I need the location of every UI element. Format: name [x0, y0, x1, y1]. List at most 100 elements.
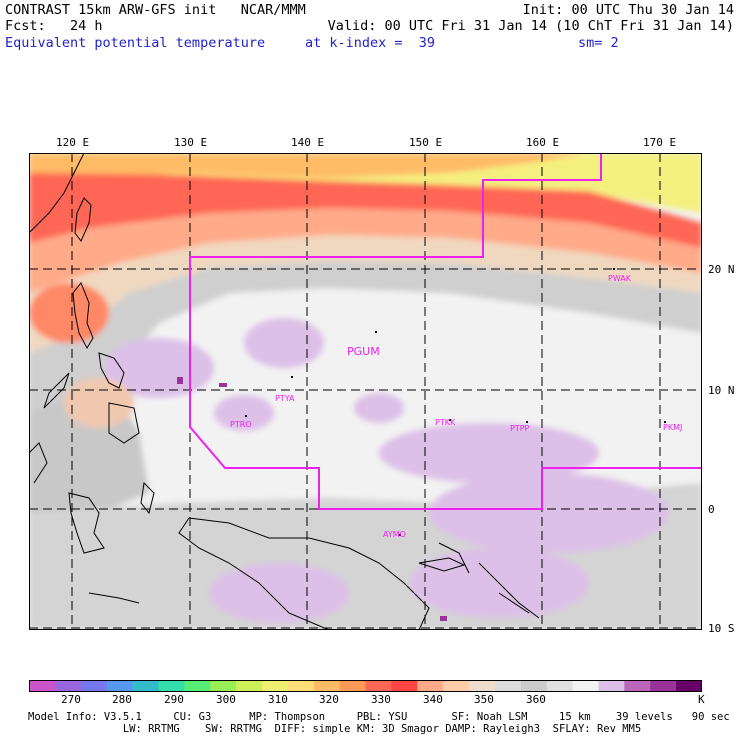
colorbar-swatch — [676, 680, 702, 692]
warm-band-red-top — [29, 173, 702, 248]
colorbar-label-320: 320 — [319, 693, 339, 706]
colorbar — [29, 680, 702, 692]
colorbar-swatch — [391, 680, 418, 692]
lat-lon-grid — [29, 153, 702, 630]
colorbar-swatch — [469, 680, 496, 692]
colorbar-swatch — [158, 680, 185, 692]
colorbar-swatch — [624, 680, 651, 692]
new-ireland-coast — [438, 542, 470, 574]
lat-label-10s: 10 S — [708, 622, 735, 635]
header-init-time: Init: 00 UTC Thu 30 Jan 14 — [522, 2, 734, 18]
colorbar-swatch — [598, 680, 625, 692]
field-level: at k-index = 39 — [305, 35, 436, 51]
lon-label-130e: 130 E — [174, 136, 208, 149]
colorbar-label-360: 360 — [526, 693, 546, 706]
palawan-coast — [43, 372, 70, 409]
lon-label-140e: 140 E — [291, 136, 325, 149]
colorbar-swatch — [132, 680, 159, 692]
colorbar-swatch — [650, 680, 677, 692]
station-markers — [245, 268, 666, 536]
station-label-pgum: PGUM — [347, 345, 380, 358]
colorbar-swatch — [80, 680, 108, 692]
lon-label-150e: 150 E — [409, 136, 443, 149]
new-guinea-coast — [178, 517, 430, 630]
lon-label-170e: 170 E — [643, 136, 677, 149]
china-coast — [29, 153, 85, 234]
colorbar-swatch — [546, 680, 574, 692]
solomon-coast — [478, 562, 540, 619]
colorbar-label-270: 270 — [61, 693, 81, 706]
deep-purple-spot-3 — [440, 616, 447, 621]
colorbar-label-340: 340 — [423, 693, 443, 706]
lat-label-20n: 20 N — [708, 263, 735, 276]
warm-band-tan — [29, 235, 702, 353]
colorbar-swatch — [184, 680, 211, 692]
colorbar-swatch — [520, 680, 548, 692]
visayas-coast — [98, 352, 125, 389]
luzon-coast — [72, 282, 94, 350]
warm-patch-luzon — [29, 283, 109, 343]
colorbar-swatch — [236, 680, 263, 692]
timor-coast — [88, 592, 140, 604]
deep-purple-spot-2 — [219, 383, 227, 387]
colorbar-label-330: 330 — [371, 693, 391, 706]
coastlines — [29, 153, 540, 630]
model-info-line1: Model Info: V3.5.1 CU: G3 MP: Thompson P… — [28, 711, 730, 723]
station-label-pkmj: PKMJ — [663, 423, 682, 432]
warm-band-orange — [29, 153, 589, 183]
station-label-ptya: PTYA — [275, 394, 295, 403]
lon-label-120e: 120 E — [56, 136, 90, 149]
colorbar-label-310: 310 — [268, 693, 288, 706]
colorbar-label-290: 290 — [164, 693, 184, 706]
map-frame — [29, 153, 702, 630]
halmahera-coast — [140, 481, 155, 515]
warm-band-salmon — [29, 208, 702, 293]
colorbar-unit: K — [698, 693, 705, 706]
colorbar-frame — [29, 680, 702, 692]
colorbar-swatch — [494, 680, 522, 692]
lon-label-160e: 160 E — [526, 136, 560, 149]
theta-e-map: PGUM PTYA PTRO PTKK PTPP PKMJ PWAK AYMO — [29, 153, 702, 630]
colorbar-swatch — [29, 680, 56, 692]
field-name: Equivalent potential temperature — [5, 35, 266, 51]
colorbar-swatch — [417, 680, 444, 692]
colorbar-swatch — [54, 680, 82, 692]
taiwan-coast — [74, 197, 92, 242]
purple-patch-ptya — [214, 395, 274, 431]
station-label-pwak: PWAK — [608, 274, 632, 283]
station-label-ptpp: PTPP — [510, 424, 530, 433]
inner-domain-boundary — [189, 153, 702, 510]
station-label-ptro: PTRO — [230, 420, 252, 429]
colorbar-swatch — [313, 680, 341, 692]
purple-patch-central — [244, 318, 324, 368]
lat-label-10n: 10 N — [708, 384, 735, 397]
colorbar-swatch — [443, 680, 470, 692]
station-label-aymo: AYMO — [383, 530, 406, 539]
colorbar-swatch — [572, 680, 599, 692]
field-smoothing: sm= 2 — [578, 35, 619, 51]
colorbar-swatch — [339, 680, 366, 692]
warm-patch-visayas — [64, 378, 134, 428]
colorbar-swatch — [210, 680, 237, 692]
purple-patch-se — [429, 473, 669, 553]
mindanao-coast — [108, 402, 140, 444]
colorbar-swatch — [287, 680, 315, 692]
station-label-ptkk: PTKK — [435, 418, 456, 427]
colorbar-label-280: 280 — [112, 693, 132, 706]
deep-purple-spot-1 — [177, 377, 183, 384]
model-info-line2: LW: RRTMG SW: RRTMG DIFF: simple KM: 3D … — [28, 723, 642, 735]
colorbar-swatch — [261, 680, 289, 692]
purple-patch-mid — [354, 393, 404, 423]
purple-patch-south — [209, 563, 349, 623]
colorbar-swatch — [365, 680, 392, 692]
purple-patch-west — [104, 338, 214, 398]
header-line1-left: CONTRAST 15km ARW-GFS init NCAR/MMM — [5, 2, 306, 18]
header-valid-time: Valid: 00 UTC Fri 31 Jan 14 (10 ChT Fri … — [327, 18, 734, 34]
grey-band-north — [29, 261, 702, 413]
colorbar-swatch — [106, 680, 134, 692]
lat-label-0: 0 — [708, 503, 715, 516]
colorbar-label-350: 350 — [474, 693, 494, 706]
header-forecast-hour: Fcst: 24 h — [5, 18, 103, 34]
borneo-coast — [29, 442, 48, 484]
sulawesi-coast — [68, 492, 105, 554]
